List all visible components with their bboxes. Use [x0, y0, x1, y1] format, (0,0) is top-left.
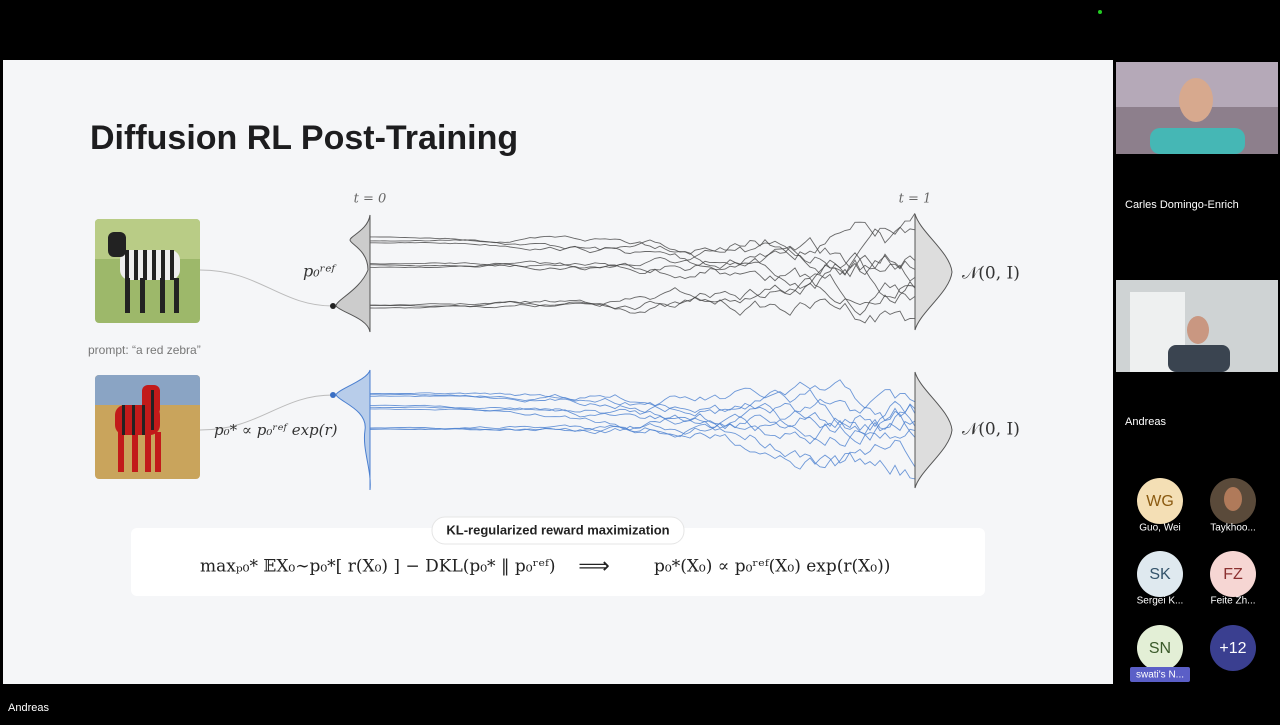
avatar	[1210, 551, 1256, 597]
trajectory	[369, 398, 916, 438]
objective: maxₚ₀* 𝔼X₀∼p₀*[ r(X₀) ] − DKL(p₀* ‖ p₀ʳᵉ…	[200, 557, 555, 577]
trajectory	[370, 277, 916, 307]
trajectory	[370, 406, 916, 447]
star-density	[335, 369, 371, 491]
trajectory	[370, 237, 916, 282]
participant-name: Andreas	[1125, 416, 1166, 428]
avatar-initials: SN	[1149, 640, 1171, 657]
participant-name: Feite Zh...	[1210, 596, 1255, 607]
avatar	[1137, 551, 1183, 597]
avatar-initials: +12	[1219, 640, 1246, 657]
ref-density	[335, 214, 371, 333]
participant-video	[1116, 62, 1278, 154]
solution: p₀*(X₀) ∝ p₀ʳᵉᶠ(X₀) exp(r(X₀))	[654, 557, 890, 577]
trajectory	[370, 404, 916, 469]
avatar-initials: SK	[1149, 566, 1171, 583]
zebra-image	[95, 219, 200, 323]
normal-bottom: 𝒩(0, I)	[962, 420, 1020, 440]
t-start: t = 0	[354, 192, 387, 207]
trajectory	[369, 414, 916, 445]
gaussian	[914, 371, 953, 489]
t-end: t = 1	[899, 192, 932, 207]
normal-top: 𝒩(0, I)	[962, 264, 1020, 284]
trajectory	[370, 236, 916, 316]
trajectory	[369, 388, 916, 432]
participant-name: Taykhoo...	[1210, 523, 1256, 534]
red-zebra-image	[95, 375, 200, 479]
formula-box	[131, 528, 985, 596]
p-ref-label: p₀ʳᵉᶠ	[303, 262, 337, 281]
avatar	[1210, 625, 1256, 671]
trajectory	[369, 212, 916, 261]
avatar	[1137, 478, 1183, 524]
avatar	[1137, 625, 1183, 671]
participant-name: swati's N...	[1136, 670, 1184, 681]
avatar-initials: WG	[1146, 493, 1174, 510]
gaussian	[914, 213, 953, 331]
trajectory	[369, 252, 916, 299]
participant-name: Carles Domingo-Enrich	[1125, 199, 1239, 211]
participant-name: Guo, Wei	[1139, 523, 1181, 534]
status-dot	[1098, 10, 1102, 14]
trajectory	[369, 297, 916, 324]
box-label-pill	[431, 516, 685, 545]
trajectory	[369, 240, 916, 278]
speaker-name: Andreas	[8, 702, 49, 714]
implies-arrow: ⟹	[578, 553, 610, 578]
box-label: KL-regularized reward maximization	[446, 522, 669, 537]
name-highlight	[1130, 667, 1190, 682]
participant-video	[1116, 280, 1278, 372]
participant-name: Sergei K...	[1137, 596, 1184, 607]
trajectory	[370, 395, 916, 441]
avatar-initials: FZ	[1223, 566, 1243, 583]
slide-title: Diffusion RL Post-Training	[90, 119, 518, 157]
p-star-label: p₀* ∝ p₀ʳᵉᶠ exp(r)	[214, 421, 338, 439]
trajectory	[369, 408, 916, 480]
prompt: prompt: “a red zebra”	[88, 343, 201, 357]
avatar-face	[1224, 487, 1242, 511]
